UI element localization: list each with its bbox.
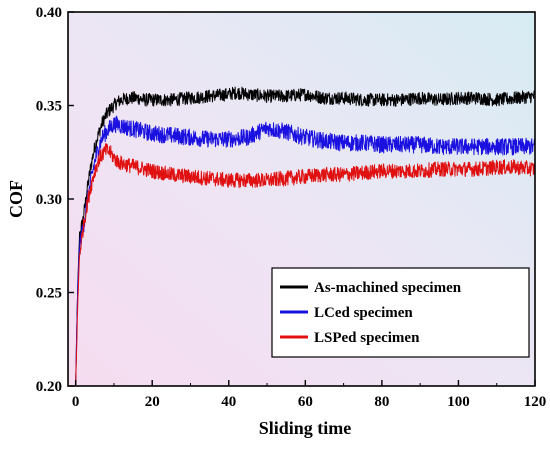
legend-label-lsped: LSPed specimen: [314, 330, 420, 346]
x-axis-label: Sliding time: [259, 418, 352, 438]
y-axis-label: COF: [6, 180, 26, 218]
legend-label-lced: LCed specimen: [314, 305, 413, 321]
series-line-1: [75, 115, 535, 386]
x-tick-label: 60: [298, 394, 313, 410]
x-tick-label: 0: [72, 394, 80, 410]
series-line-2: [75, 143, 535, 386]
legend-box: [271, 267, 530, 358]
legend-label-as-machined: As-machined specimen: [314, 280, 462, 296]
y-tick-label: 0.35: [36, 99, 62, 115]
y-tick-label: 0.20: [36, 379, 62, 395]
legend: As-machined specimen LCed specimen LSPed…: [271, 267, 530, 358]
y-tick-label: 0.30: [36, 192, 62, 208]
x-tick-label: 100: [447, 394, 470, 410]
y-tick-label: 0.25: [36, 286, 62, 302]
x-tick-label: 80: [374, 394, 389, 410]
x-tick-label: 40: [221, 394, 236, 410]
ticks-layer: 0 20 40 60 80 100 120 0.20 0.25 0.30 0.35 0.40: [36, 5, 547, 410]
series-line-0: [75, 86, 535, 385]
x-tick-label: 20: [145, 394, 160, 410]
x-tick-label: 120: [524, 394, 547, 410]
series-layer: [75, 86, 535, 386]
y-tick-label: 0.40: [36, 5, 62, 21]
